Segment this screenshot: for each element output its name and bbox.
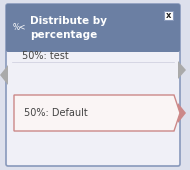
Text: 50%: Default: 50%: Default bbox=[24, 108, 88, 118]
Polygon shape bbox=[14, 95, 180, 131]
Text: 50%: test: 50%: test bbox=[22, 51, 69, 61]
FancyBboxPatch shape bbox=[6, 4, 180, 52]
FancyBboxPatch shape bbox=[6, 4, 180, 166]
Polygon shape bbox=[178, 103, 186, 123]
Text: Distribute by
percentage: Distribute by percentage bbox=[30, 16, 107, 40]
Text: x: x bbox=[166, 12, 172, 21]
Text: %<: %< bbox=[12, 23, 26, 32]
Polygon shape bbox=[0, 65, 8, 85]
Bar bbox=[8, 42, 178, 50]
FancyBboxPatch shape bbox=[165, 12, 173, 21]
Polygon shape bbox=[178, 61, 186, 79]
